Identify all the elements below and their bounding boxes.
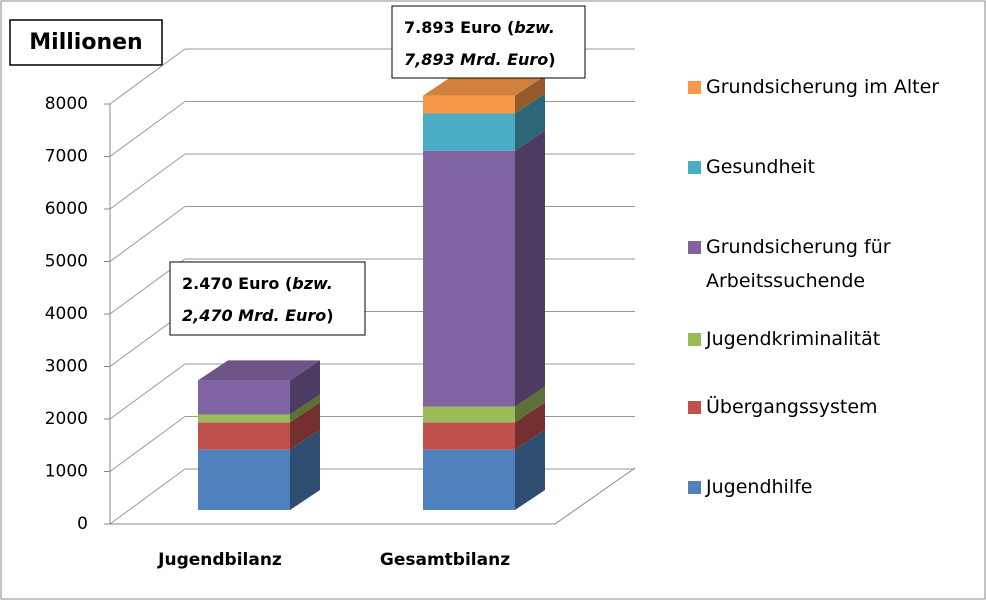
annotation-part: 2.470 Euro (	[182, 274, 292, 293]
y-tick-label: 4000	[45, 304, 88, 324]
annotation-box	[391, 5, 586, 79]
bar-side	[290, 429, 320, 510]
annotation-part: )	[326, 306, 333, 325]
legend-label: Jugendhilfe	[706, 476, 813, 498]
y-tick-label: 6000	[45, 199, 88, 219]
bar-segment	[423, 95, 515, 114]
bar-segment	[198, 422, 290, 450]
annotation-part: 7.893 Euro (	[404, 18, 514, 37]
bar-side	[515, 386, 545, 423]
annotation-box	[169, 261, 366, 336]
grid-line	[109, 206, 186, 262]
legend-label: Übergangssystem	[706, 396, 878, 418]
bar-side	[515, 75, 545, 114]
bar-side	[515, 429, 545, 510]
legend-item: Jugendhilfe	[688, 470, 978, 504]
legend-item: Gesundheit	[688, 150, 978, 184]
legend-label: Jugendkriminalität	[706, 328, 881, 350]
annotation-part: bzw.	[292, 274, 333, 293]
bar-segment	[423, 150, 515, 407]
bar-side	[290, 394, 320, 423]
annotation-part: bzw.	[514, 18, 555, 37]
legend-swatch	[688, 401, 701, 414]
annotation: 2.470 Euro (bzw.	[182, 274, 333, 293]
legend-swatch	[688, 161, 701, 174]
legend-item: Grundsicherung im Alter	[688, 70, 978, 104]
grid-line	[109, 153, 186, 210]
bar-side	[290, 402, 320, 450]
annotation: 7,893 Mrd. Euro)	[404, 50, 556, 69]
floor	[554, 467, 636, 525]
legend-label: Gesundheit	[706, 156, 815, 178]
bar-side	[515, 402, 545, 450]
x-tick-label: Gesamtbilanz	[380, 550, 510, 570]
legend-swatch	[688, 333, 701, 346]
bar-side	[290, 360, 320, 415]
legend-item: Übergangssystem	[688, 390, 978, 424]
legend-label: Grundsicherung im Alter	[706, 76, 940, 98]
bar-side	[515, 93, 545, 151]
annotation: 7.893 Euro (bzw.	[404, 18, 555, 37]
legend-item: Jugendkriminalität	[688, 322, 978, 356]
grid-line	[109, 48, 186, 105]
bar-segment	[198, 380, 290, 415]
y-tick-label: 2000	[45, 409, 88, 429]
grid-line	[109, 468, 186, 525]
bar-segment	[423, 406, 515, 423]
grid-line	[109, 363, 186, 420]
legend-swatch	[688, 81, 701, 94]
chart-title: Millionen	[29, 30, 142, 55]
y-tick-label: 7000	[45, 147, 88, 167]
y-tick-label: 1000	[45, 462, 88, 482]
grid-line	[109, 416, 186, 472]
grid-line	[109, 101, 186, 157]
bar-segment	[423, 422, 515, 450]
bar-segment	[423, 449, 515, 510]
legend-item: Grundsicherung für Arbeitssuchende	[688, 230, 978, 298]
bar-segment	[198, 449, 290, 510]
y-tick-label: 5000	[45, 252, 88, 272]
title-box	[9, 19, 163, 66]
bar-side	[515, 130, 545, 407]
annotation-part: 2,470 Mrd. Euro	[182, 306, 326, 325]
legend-swatch	[688, 241, 701, 254]
y-tick-label: 8000	[45, 94, 88, 114]
annotation: 2,470 Mrd. Euro)	[182, 306, 334, 325]
y-tick-label: 0	[77, 514, 88, 534]
annotation-part: 7,893 Mrd. Euro	[404, 50, 548, 69]
legend-label: Grundsicherung für Arbeitssuchende	[706, 236, 891, 292]
bar-top	[198, 360, 320, 381]
bar-segment	[423, 113, 515, 151]
bar-top	[423, 75, 545, 96]
annotation-part: )	[548, 50, 555, 69]
bar-segment	[198, 414, 290, 423]
x-tick-label: Jugendbilanz	[157, 550, 282, 570]
y-tick-label: 3000	[45, 357, 88, 377]
legend-swatch	[688, 481, 701, 494]
